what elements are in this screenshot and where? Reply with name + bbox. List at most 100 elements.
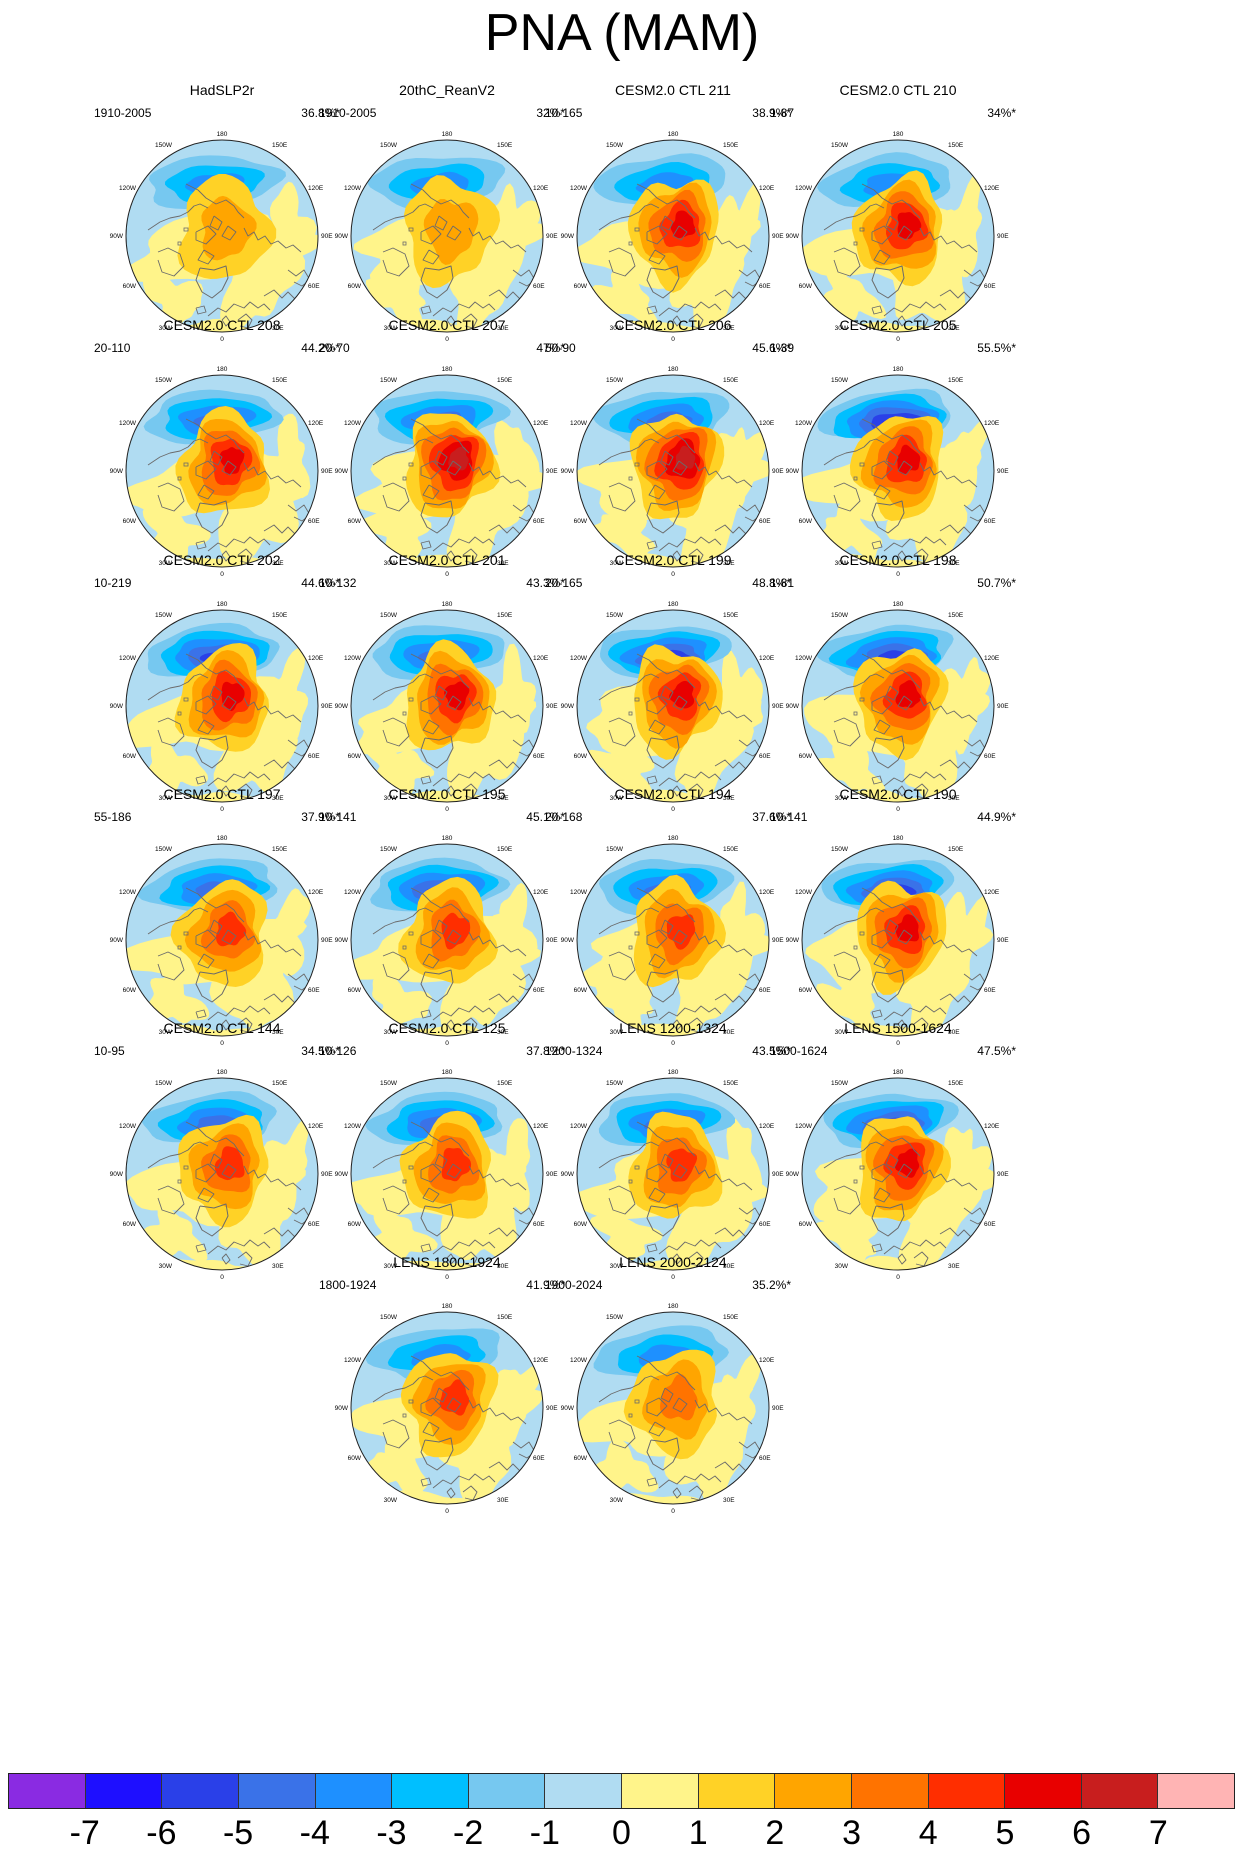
colorbar-tick-label: 7 <box>1148 1814 1168 1852</box>
longitude-label-90w: 90W <box>335 1171 349 1178</box>
longitude-label-120w: 120W <box>570 420 588 427</box>
longitude-label-180: 180 <box>893 1069 904 1076</box>
longitude-label-0: 0 <box>445 1274 449 1281</box>
panel-variance-pct: 35.2%* <box>752 1278 791 1292</box>
longitude-label-150w: 150W <box>155 142 173 149</box>
longitude-label-60e: 60E <box>533 753 545 760</box>
colorbar-tick-label: 4 <box>918 1814 938 1852</box>
colorbar-tick-label: 1 <box>688 1814 708 1852</box>
longitude-label-60e: 60E <box>759 1221 771 1228</box>
longitude-label-180: 180 <box>217 1069 228 1076</box>
longitude-label-180: 180 <box>442 1069 453 1076</box>
map-panel: CESM2.0 CTL 125 10-126 37.8%* 180 150W 150E 12… <box>313 1020 581 1290</box>
longitude-label-120w: 120W <box>119 889 137 896</box>
longitude-label-120e: 120E <box>308 185 324 192</box>
longitude-label-60w: 60W <box>123 518 137 525</box>
panel-title: CESM2.0 CTL 198 <box>839 552 957 568</box>
longitude-label-60e: 60E <box>533 1455 545 1462</box>
longitude-label-30e: 30E <box>948 325 960 332</box>
longitude-label-120w: 120W <box>795 889 813 896</box>
longitude-label-90e: 90E <box>772 468 784 475</box>
colorbar-tick-label: 5 <box>995 1814 1015 1852</box>
panel-years: 20-110 <box>94 341 131 355</box>
panel-years: 1800-1924 <box>319 1278 377 1292</box>
longitude-label-60w: 60W <box>574 1221 588 1228</box>
longitude-label-60w: 60W <box>123 987 137 994</box>
map-panel: HadSLP2r 1910-2005 36.8%* 180 150W 150E 120W 12… <box>88 82 356 352</box>
longitude-label-60w: 60W <box>348 987 362 994</box>
longitude-label-150e: 150E <box>723 1080 739 1087</box>
colorbar-swatch <box>392 1774 469 1808</box>
colorbar-tick-label: -5 <box>222 1814 254 1852</box>
longitude-label-30e: 30E <box>497 325 509 332</box>
longitude-label-180: 180 <box>442 366 453 373</box>
longitude-label-0: 0 <box>896 1274 900 1281</box>
longitude-label-150w: 150W <box>606 612 624 619</box>
colorbar-swatch <box>1158 1774 1234 1808</box>
longitude-label-60w: 60W <box>123 283 137 290</box>
longitude-label-60e: 60E <box>759 753 771 760</box>
longitude-label-90e: 90E <box>321 703 333 710</box>
longitude-label-60e: 60E <box>759 987 771 994</box>
polar-map: 180 150W 150E 120W 120E 90W 90E 60W 60E 30W 30E 0 <box>110 1069 334 1281</box>
panel-variance-pct: 48.8%* <box>752 576 791 590</box>
longitude-label-90w: 90W <box>110 468 124 475</box>
panel-years: 10-219 <box>94 576 132 590</box>
longitude-label-150e: 150E <box>723 846 739 853</box>
longitude-label-150e: 150E <box>497 377 513 384</box>
longitude-label-0: 0 <box>671 1040 675 1047</box>
longitude-label-120w: 120W <box>344 1123 362 1130</box>
longitude-label-120e: 120E <box>759 655 775 662</box>
panel-title: LENS 1800-1924 <box>393 1254 501 1270</box>
panel-title: LENS 2000-2124 <box>619 1254 727 1270</box>
longitude-label-90e: 90E <box>546 1171 558 1178</box>
longitude-label-30w: 30W <box>384 1497 398 1504</box>
colorbar-swatch <box>315 1774 393 1808</box>
panel-years: 1910-2005 <box>94 106 152 120</box>
longitude-label-120e: 120E <box>533 655 549 662</box>
longitude-label-120e: 120E <box>308 420 324 427</box>
longitude-label-180: 180 <box>668 366 679 373</box>
map-panel: CESM2.0 CTL 211 10-165 38.9%* 180 150W 150E 12… <box>539 82 807 352</box>
map-panel: CESM2.0 CTL 202 10-219 44.6%* 180 150W 150E 12… <box>88 552 356 822</box>
longitude-label-30e: 30E <box>948 1263 960 1270</box>
longitude-label-120w: 120W <box>795 1123 813 1130</box>
longitude-label-150w: 150W <box>606 142 624 149</box>
panel-years: 55-186 <box>94 810 132 824</box>
panel-variance-pct: 32%* <box>536 106 565 120</box>
longitude-label-150e: 150E <box>497 846 513 853</box>
panel-title: CESM2.0 CTL 210 <box>839 82 957 98</box>
longitude-label-60w: 60W <box>348 1221 362 1228</box>
longitude-label-150w: 150W <box>155 846 173 853</box>
colorbar-tick-label: -6 <box>146 1814 177 1852</box>
longitude-label-30w: 30W <box>610 1263 624 1270</box>
panel-title: CESM2.0 CTL 208 <box>163 317 281 333</box>
longitude-label-30e: 30E <box>497 1029 509 1036</box>
map-panel: CESM2.0 CTL 208 20-110 44.2%* 180 150W 150E 12… <box>88 317 356 587</box>
longitude-label-30w: 30W <box>610 560 624 567</box>
colorbar-swatch <box>238 1774 316 1808</box>
longitude-label-0: 0 <box>445 336 449 343</box>
longitude-label-30e: 30E <box>948 795 960 802</box>
longitude-label-0: 0 <box>896 571 900 578</box>
longitude-label-30e: 30E <box>497 795 509 802</box>
longitude-label-30w: 30W <box>835 1263 849 1270</box>
polar-map: 180 150W 150E 120W 120E 90W 90E 60W 60E 30W 30E 0 <box>110 131 334 343</box>
map-panel: CESM2.0 CTL 198 1-81 50.7%* 180 150W 150E 120W… <box>764 552 1032 822</box>
longitude-label-150w: 150W <box>606 1314 624 1321</box>
polar-map: 180 150W 150E 120W 120E 90W 90E 60W 60E 30W 30E 0 <box>786 366 1010 578</box>
panel-title: 20thC_ReanV2 <box>399 82 495 98</box>
longitude-label-180: 180 <box>217 601 228 608</box>
map-panel: CESM2.0 CTL 197 55-186 37.9%* 180 150W 150E 12… <box>88 786 356 1056</box>
panel-variance-pct: 44.2%* <box>301 341 340 355</box>
longitude-label-0: 0 <box>220 806 224 813</box>
longitude-label-120w: 120W <box>119 185 137 192</box>
longitude-label-30w: 30W <box>835 560 849 567</box>
longitude-label-30w: 30W <box>835 1029 849 1036</box>
longitude-label-90w: 90W <box>561 1171 575 1178</box>
map-panel: 20thC_ReanV2 1910-2005 32%* 180 150W 150E 120W… <box>313 82 581 352</box>
longitude-label-0: 0 <box>671 571 675 578</box>
longitude-label-90w: 90W <box>335 1405 349 1412</box>
longitude-label-30w: 30W <box>610 1029 624 1036</box>
longitude-label-30e: 30E <box>272 795 284 802</box>
